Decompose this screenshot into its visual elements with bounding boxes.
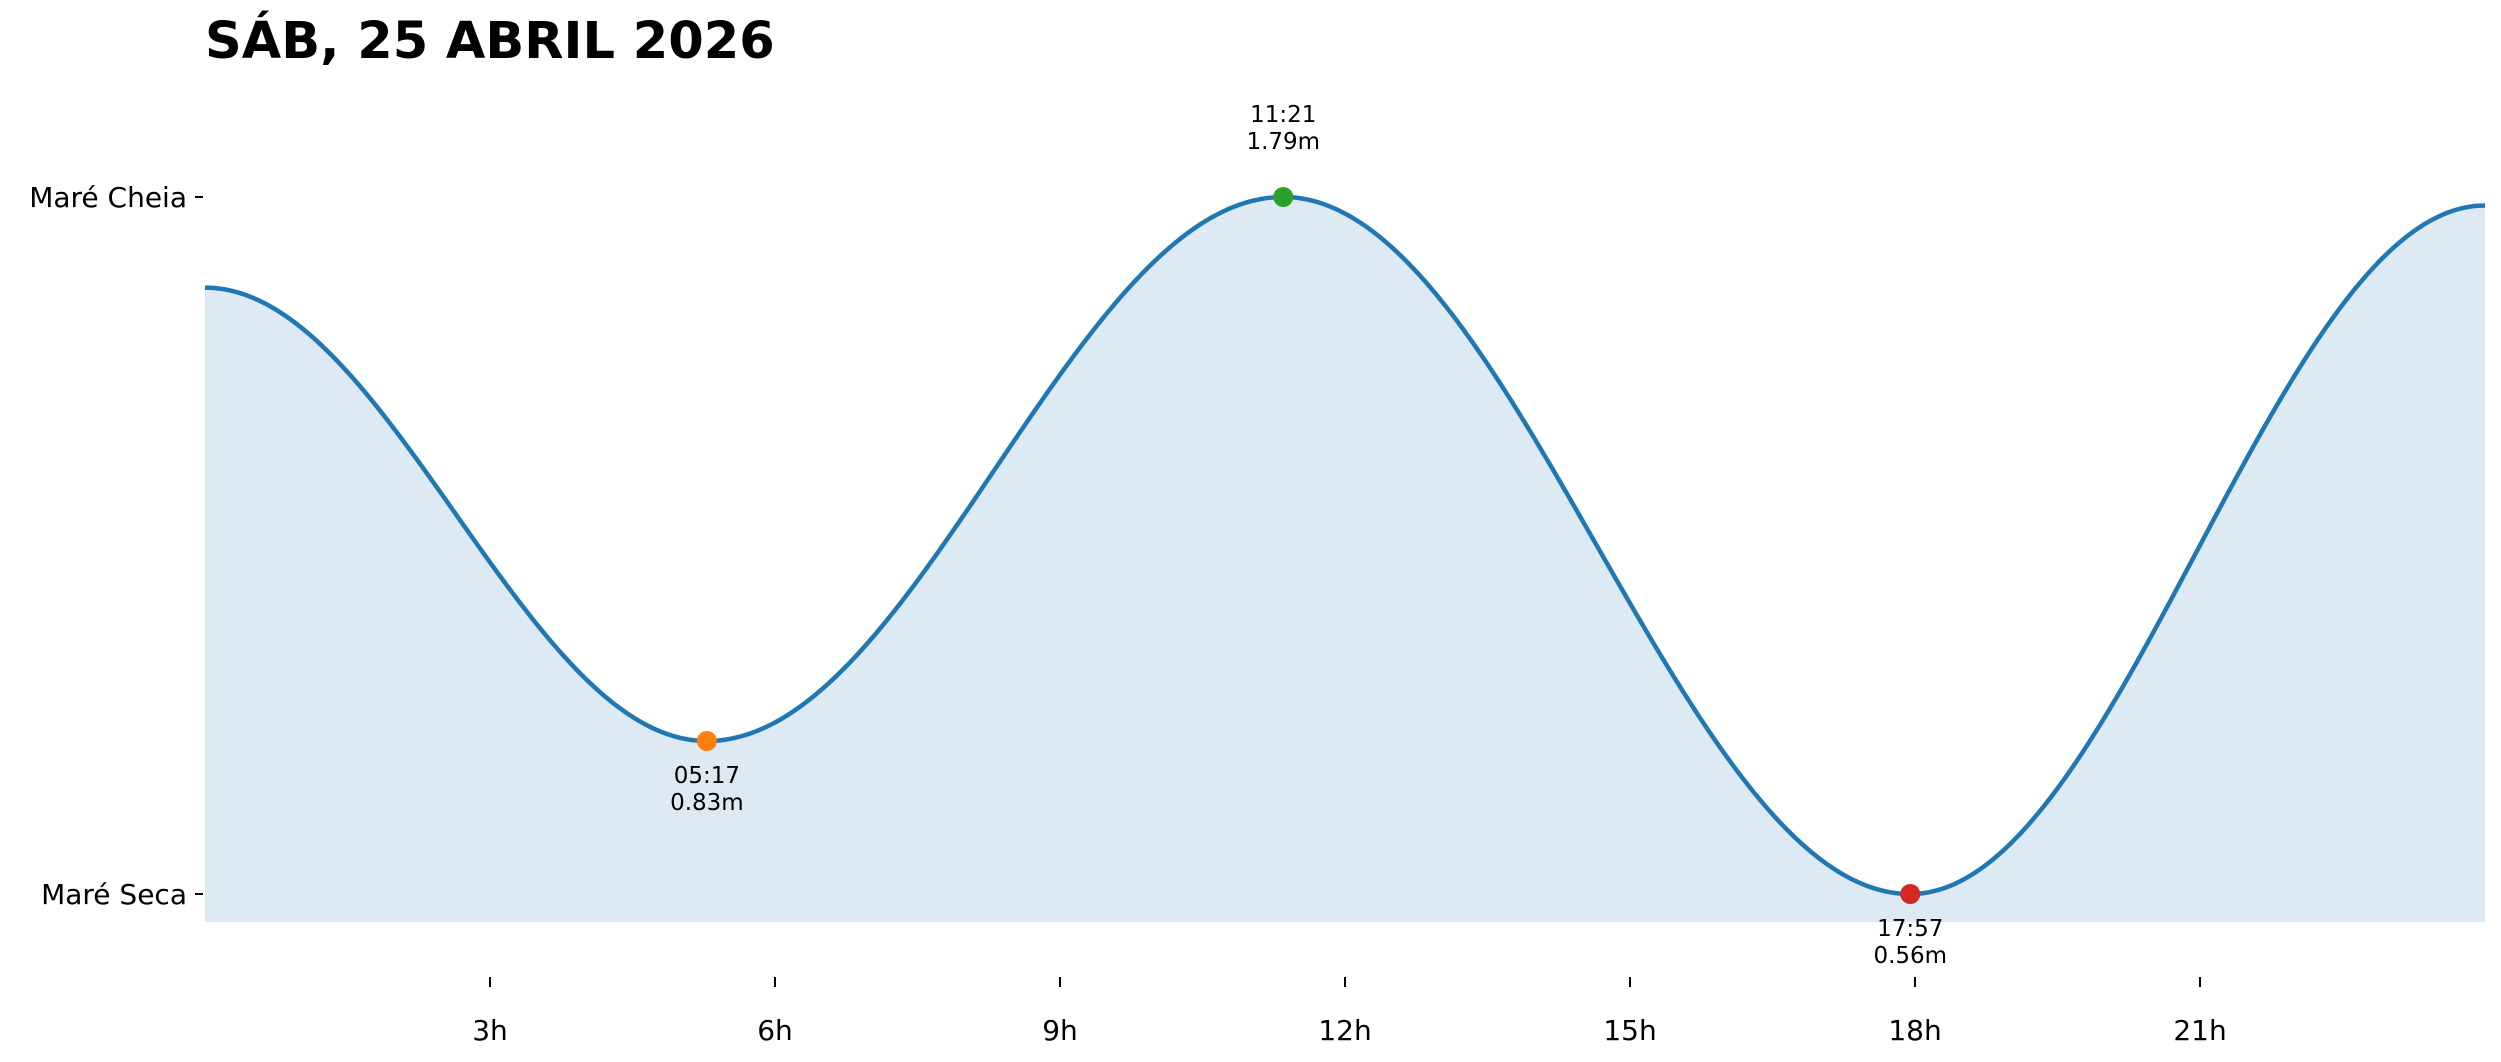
tide-high-height-label: 1.79m bbox=[1246, 129, 1320, 155]
tide-area-layer bbox=[204, 194, 2486, 922]
x-tick-label: 12h bbox=[1318, 1014, 1371, 1047]
chart-title: SÁB, 25 ABRIL 2026 bbox=[205, 10, 775, 71]
tide-low-marker bbox=[1900, 884, 1921, 904]
tide-extreme-markers: 05:170.83m 11:211.79m 17:570.56m bbox=[670, 102, 1947, 969]
tide-low-marker bbox=[696, 731, 717, 751]
x-tick-label: 6h bbox=[757, 1014, 793, 1047]
tide-low-time-label: 17:57 bbox=[1877, 916, 1943, 942]
x-tick-label: 21h bbox=[2173, 1014, 2226, 1047]
tide-low-time-label: 05:17 bbox=[674, 763, 740, 789]
tide-low-height-label: 0.56m bbox=[1873, 943, 1947, 969]
x-tick-label: 18h bbox=[1888, 1014, 1941, 1047]
tide-area-fill bbox=[205, 197, 2485, 922]
tide-low-height-label: 0.83m bbox=[670, 790, 744, 816]
x-tick-label: 9h bbox=[1042, 1014, 1078, 1047]
y-tick-label-high-tide: Maré Cheia bbox=[29, 181, 187, 214]
y-axis: Maré Cheia Maré Seca bbox=[29, 181, 203, 911]
x-tick-label: 3h bbox=[472, 1014, 508, 1047]
x-tick-label: 15h bbox=[1603, 1014, 1656, 1047]
x-axis: 3h 6h 9h 12h 15h 18h 21h bbox=[472, 977, 2227, 1047]
tide-curve-line bbox=[204, 194, 2486, 897]
tide-high-time-label: 11:21 bbox=[1250, 102, 1316, 128]
y-tick-label-low-tide: Maré Seca bbox=[41, 878, 187, 911]
tide-high-marker bbox=[1273, 187, 1294, 207]
